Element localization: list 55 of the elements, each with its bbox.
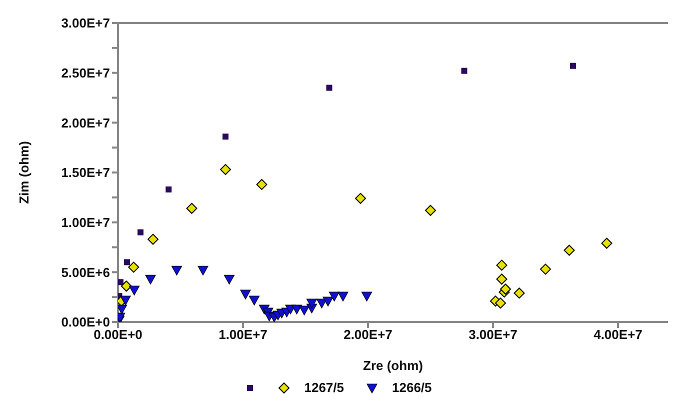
y-tick-label: 1.00E+7	[61, 214, 110, 230]
y-tick-label: 2.00E+7	[61, 115, 110, 130]
point	[248, 296, 260, 306]
point	[186, 202, 198, 214]
point	[256, 178, 268, 190]
point	[171, 266, 182, 276]
legend-label: 1266/5	[392, 380, 432, 395]
point	[240, 290, 251, 300]
point	[138, 229, 144, 236]
y-tick-label: 2.50E+7	[61, 65, 110, 80]
point	[338, 292, 348, 302]
point	[425, 204, 436, 216]
point	[124, 259, 130, 266]
point	[322, 296, 334, 306]
x-tick-label: 3.00E+7	[468, 327, 518, 342]
point	[148, 234, 158, 245]
x-axis-title: Zre (ohm)	[363, 358, 423, 373]
point	[120, 296, 131, 306]
point	[198, 266, 208, 276]
x-tick-label: 4.00E+7	[594, 327, 642, 342]
point	[222, 134, 228, 140]
y-tick-label: 1.50E+7	[61, 165, 110, 180]
point	[220, 164, 231, 176]
legend-label: 1267/5	[304, 380, 344, 395]
point	[328, 292, 340, 302]
point	[355, 192, 366, 204]
point	[224, 274, 235, 284]
point	[128, 262, 140, 273]
point	[514, 288, 525, 299]
point	[361, 292, 372, 302]
x-tick-label: 0.00E+0	[94, 327, 142, 342]
point	[118, 279, 124, 286]
x-tick-label: 1.00E+7	[218, 327, 268, 342]
point	[298, 306, 310, 316]
point	[461, 68, 468, 74]
point	[495, 298, 506, 309]
y-axis-title: Zim (ohm)	[16, 141, 32, 204]
point	[570, 62, 576, 69]
point	[326, 84, 332, 91]
y-tick-label: 5.00E+6	[61, 264, 110, 280]
point	[128, 286, 140, 296]
point	[500, 284, 511, 295]
point	[564, 244, 575, 256]
point	[306, 298, 318, 308]
y-tick-label: 0.00E+0	[61, 314, 110, 330]
point	[291, 304, 302, 314]
y-tick-label: 3.00E+7	[61, 16, 110, 31]
point	[540, 264, 551, 275]
point	[496, 274, 508, 285]
x-tick-label: 2.00E+7	[344, 327, 392, 342]
point	[601, 238, 612, 249]
point	[145, 274, 156, 284]
point	[496, 260, 508, 271]
point	[120, 280, 132, 292]
point	[166, 186, 172, 192]
